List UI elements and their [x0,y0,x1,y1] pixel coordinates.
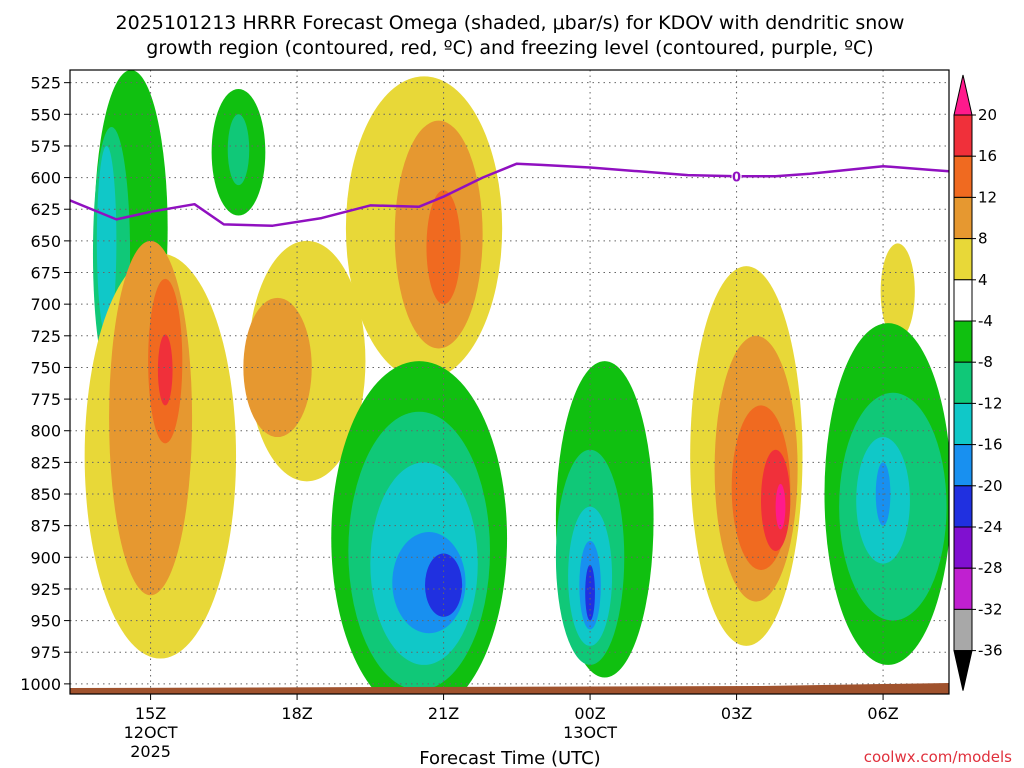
colorbar-swatch [953,279,973,322]
y-tick-label: 750 [30,358,61,377]
y-tick-label: 925 [30,580,61,599]
freezing-level-label: 0 [732,170,741,185]
colorbar-swatch [953,320,973,363]
y-tick-label: 850 [30,485,61,504]
colorbar-swatch [953,567,973,610]
chart-title-line2: growth region (contoured, red, ºC) and f… [146,37,873,59]
omega-region-4 [227,114,250,186]
y-tick-label: 625 [30,200,61,219]
gridlines [70,70,949,694]
y-tick-label: 900 [30,548,61,567]
colorbar-swatch [953,526,973,569]
colorbar-label: 20 [978,106,997,124]
colorbar-top-triangle [953,74,973,116]
colorbar-label: -36 [978,642,1003,660]
colorbar-label: -4 [978,312,993,330]
colorbar-swatch [953,444,973,487]
plot-frame [69,69,950,695]
colorbar-label: -20 [978,477,1003,495]
surface-terrain [70,683,949,694]
omega-region-11 [157,334,173,406]
y-tick-label: 875 [30,517,61,536]
colorbar-swatch [953,361,973,404]
colorbar-bottom-triangle [953,650,973,691]
plot-area: 0 [70,70,949,694]
colorbar-swatch [953,196,973,240]
x-tick-sublabel: 12OCT [124,723,178,742]
freezing-level-line [70,162,949,227]
y-tick-label: 675 [30,264,61,283]
y-tick-label: 550 [30,105,61,124]
omega-region-29 [880,243,915,340]
colorbar-swatch [953,485,973,528]
x-tick-sublabel: 2025 [130,742,171,761]
omega-region-9 [109,240,193,596]
colorbar-label: 4 [978,271,988,289]
colorbar-swatch [953,608,973,652]
y-tick-label: 650 [30,232,61,251]
y-tick-label: 700 [30,295,61,314]
freezing-level-label-bg [731,168,742,185]
freezing-level: 0 [70,162,949,227]
x-tick-label: 18Z [281,704,312,723]
omega-region-18 [425,553,463,617]
omega-region-13 [243,297,312,438]
chart-title-line1: 2025101213 HRRR Forecast Omega (shaded, … [116,12,905,34]
colorbar-swatch [953,155,973,198]
x-tick-label: 21Z [428,704,459,723]
colorbar-label: -24 [978,518,1003,536]
y-tick-label: 950 [30,612,61,631]
y-axis: 525 550 575 600 625 650 675 700 725 750 775 800 825 8… [20,74,70,694]
colorbar-swatch [953,402,973,446]
colorbar-swatch [953,238,973,281]
x-tick-label: 00Z [574,704,605,723]
x-tick-label: 06Z [867,704,898,723]
omega-region-2 [96,145,117,336]
y-tick-label: 975 [30,643,61,662]
x-tick-label: 15Z [135,704,166,723]
colorbar-label: 8 [978,230,988,248]
y-tick-label: 575 [30,137,61,156]
y-tick-label: 525 [30,74,61,93]
y-tick-label: 800 [30,422,61,441]
colorbar-label: 16 [978,147,997,165]
y-tick-label: 600 [30,169,61,188]
omega-region-28 [775,483,786,530]
colorbar-swatch [953,114,973,157]
x-tick-label: 03Z [721,704,752,723]
colorbar-label: -32 [978,600,1003,618]
colorbar-label: -16 [978,436,1003,454]
omega-region-27 [760,449,791,551]
colorbar-label: -28 [978,559,1003,577]
y-tick-label: 725 [30,327,61,346]
y-tick-label: 775 [30,390,61,409]
y-tick-label: 825 [30,453,61,472]
colorbar-label: 12 [978,188,997,206]
colorbar-label: -12 [978,394,1003,412]
x-axis-label: Forecast Time (UTC) [419,748,600,768]
colorbar: 20 16 12 8 4 -4 -8 -12 -16 -20 -24 -28 -32 -36 [953,74,1003,691]
x-tick-sublabel: 13OCT [563,723,617,742]
colorbar-label: -8 [978,353,993,371]
credit-text: coolwx.com/models [864,748,1012,766]
y-tick-label: 1000 [20,675,61,694]
